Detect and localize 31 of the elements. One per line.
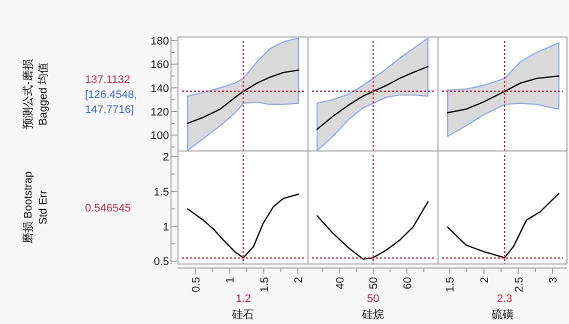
y-tick-label: 2 [162, 152, 169, 164]
text: 0.546545 [85, 202, 131, 214]
ref-line-label: 1.2 [236, 293, 251, 305]
y-tick-label: 160 [150, 59, 169, 72]
x-tick-label: 2.5 [513, 277, 526, 292]
y-axis-title: 磨损 Bootstrap Std Err [22, 171, 50, 244]
x-axis-title: 硅烷 [361, 308, 384, 321]
y-tick-label: 1 [162, 221, 169, 234]
x-tick-label: 0.5 [190, 277, 203, 292]
y-tick-label: 1.5 [154, 186, 169, 198]
text: [126.4548, 147.7716] [85, 89, 137, 116]
x-tick-label: 1 [224, 277, 237, 284]
y-tick-label: 0.5 [154, 256, 169, 268]
x-tick-label: 40 [334, 277, 346, 290]
ref-line-label: 50 [367, 293, 380, 305]
y-tick-label: 120 [150, 106, 169, 118]
y-tick-label: 180 [150, 36, 169, 48]
ref-line-label: 2.3 [496, 293, 512, 305]
x-tick-label: 2 [478, 277, 491, 284]
text: 137.1132 [85, 74, 130, 86]
y-tick-label: 100 [150, 130, 169, 142]
x-axis-title: 硅石 [231, 308, 254, 321]
x-tick-label: 1.5 [258, 277, 271, 292]
x-tick-label: 2 [292, 277, 305, 284]
x-tick-label: 3 [548, 277, 560, 284]
y-tick-label: 140 [150, 82, 169, 95]
x-axis-title: 硫磺 [492, 308, 514, 321]
x-tick-label: 50 [368, 277, 380, 290]
y-axis-title: 预测公式-磨损 Bagged 均值 [22, 59, 50, 129]
x-tick-label: 60 [402, 277, 414, 290]
x-tick-label: 1.5 [444, 277, 457, 292]
